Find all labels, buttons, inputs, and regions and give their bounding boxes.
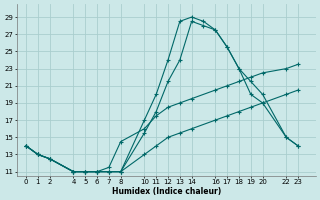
X-axis label: Humidex (Indice chaleur): Humidex (Indice chaleur) bbox=[112, 187, 221, 196]
